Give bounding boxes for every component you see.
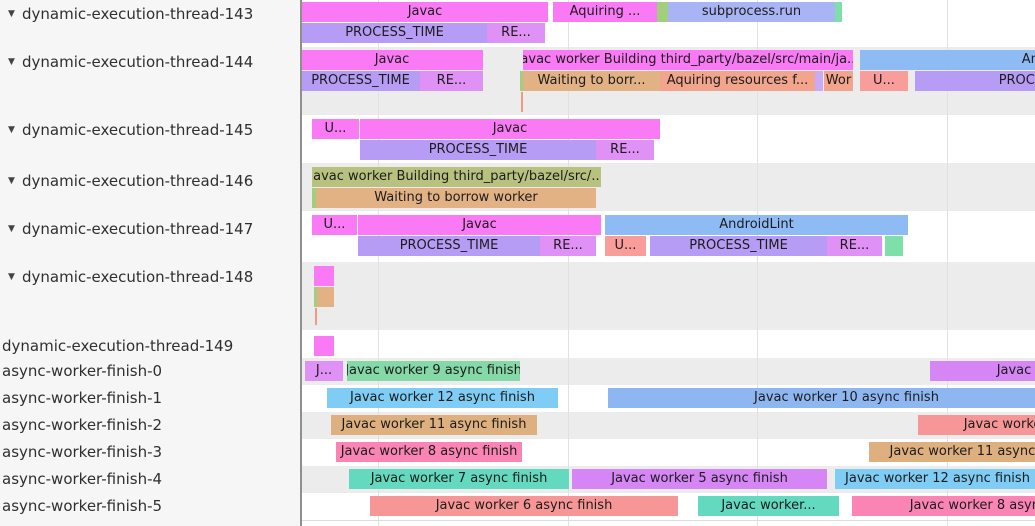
trace-slice[interactable]: Aquiring ... [553,2,657,22]
trace-slice[interactable]: RE... [420,71,483,91]
trace-slice[interactable]: Javac worker 11 async finish [331,415,537,435]
trace-slice[interactable]: Waiting to borrow worker [316,188,596,208]
sidebar-row-dynamic-execution-thread-148[interactable]: ▼ dynamic-execution-thread-148 [0,266,300,288]
sidebar-row-async-worker-finish-4[interactable]: ▼async-worker-finish-4 [0,468,300,490]
trace-slice[interactable]: Waiting to borr... [523,71,660,91]
trace-slice[interactable]: Wor [824,71,853,91]
sidebar-row-async-worker-finish-1[interactable]: ▼async-worker-finish-1 [0,387,300,409]
trace-slice[interactable]: subprocess.run [668,2,835,22]
time-gridline [378,0,379,526]
trace-slice[interactable]: Javac worker 10 async finish [608,388,1035,408]
trace-slice[interactable]: U... [312,119,359,139]
trace-slice[interactable] [815,71,823,91]
trace-slice[interactable]: AndroidLint [605,215,908,235]
panel-separator[interactable] [300,0,302,526]
trace-slice[interactable] [314,287,317,307]
trace-slice[interactable]: Javac worker Building third_party/bazel/… [312,167,601,187]
trace-slice[interactable]: PROCESS_TIME [650,236,827,256]
trace-slice[interactable]: Javac worker... [698,496,839,516]
timeline-track-area[interactable]: Javac Aquiring ... subprocess.run PROCESS_T… [300,0,1035,526]
sidebar-row-async-worker-finish-3[interactable]: ▼async-worker-finish-3 [0,441,300,463]
sidebar-row-async-worker-finish-5[interactable]: ▼async-worker-finish-5 [0,495,300,517]
trace-slice[interactable]: J... [305,361,343,381]
trace-slice[interactable]: Javac worker 5 async finish [930,361,1035,381]
trace-slice[interactable]: RE... [487,23,545,43]
trace-slice[interactable]: PROCESS_TIME [301,71,420,91]
sidebar-row-async-worker-finish-2[interactable]: ▼async-worker-finish-2 [0,414,300,436]
track-name-label: dynamic-execution-thread-146 [22,172,254,190]
trace-slice[interactable]: Javac [301,50,483,70]
trace-slice[interactable]: PROCESS_TIME [360,140,596,160]
sidebar-row-async-worker-finish-0[interactable]: ▼async-worker-finish-0 [0,360,300,382]
track-name-label: dynamic-execution-thread-144 [22,53,254,71]
trace-slice[interactable] [835,2,842,22]
trace-slice[interactable] [314,336,334,356]
trace-slice[interactable]: Javac worker 12 async finish [835,469,1035,489]
trace-slice[interactable]: Javac worker 8 async finish [852,496,1035,516]
sidebar-row-dynamic-execution-thread-147[interactable]: ▼ dynamic-execution-thread-147 [0,218,300,240]
trace-slice[interactable]: RE... [540,236,596,256]
trace-slice[interactable]: Javac worker 11 async finish [869,442,1035,462]
trace-slice[interactable]: U... [860,71,908,91]
track-name-label: dynamic-execution-thread-149 [2,337,234,355]
trace-slice[interactable]: U... [312,215,357,235]
expander-icon[interactable]: ▼ [8,224,15,234]
trace-slice[interactable] [885,236,903,256]
track-name-label: dynamic-execution-thread-143 [22,5,254,23]
trace-slice[interactable]: Javac [302,2,548,22]
track-name-label: dynamic-execution-thread-147 [22,220,254,238]
track-name-label: async-worker-finish-2 [2,416,163,434]
expander-icon[interactable]: ▼ [8,57,15,67]
trace-slice[interactable] [520,71,523,91]
trace-slice[interactable]: Javac worker Building third_party/bazel/… [523,50,853,70]
expander-icon[interactable]: ▼ [8,9,15,19]
trace-slice[interactable]: Javac worker 6 async finish [370,496,678,516]
track-bottom-divider [300,520,1035,521]
trace-slice[interactable]: Aquiring resources f... [660,71,815,91]
time-gridline [568,0,569,526]
track-name-label: async-worker-finish-0 [2,362,163,380]
trace-slice[interactable] [657,2,668,22]
sidebar-row-dynamic-execution-thread-146[interactable]: ▼ dynamic-execution-thread-146 [0,170,300,192]
trace-slice[interactable]: PROCESS_TIME [302,23,487,43]
trace-slice[interactable]: PROCESS_TIME [358,236,540,256]
track-name-label: async-worker-finish-4 [2,470,163,488]
trace-slice[interactable]: PROCESS_TIME [915,71,1035,91]
trace-slice[interactable] [314,266,334,286]
instant-marker[interactable] [315,308,317,325]
track-band [300,262,1035,330]
trace-slice[interactable]: AndroidLint [860,50,1035,70]
trace-slice[interactable]: Javac [360,119,660,139]
sidebar-row-dynamic-execution-thread-144[interactable]: ▼ dynamic-execution-thread-144 [0,51,300,73]
trace-slice[interactable]: Javac worker 8 async finish [336,442,522,462]
expander-icon[interactable]: ▼ [8,272,15,282]
trace-slice[interactable]: Javac worker 7 async finish [349,469,569,489]
trace-slice[interactable]: Javac worker 9 async finish [347,361,520,381]
trace-slice[interactable]: RE... [827,236,882,256]
track-name-label: dynamic-execution-thread-148 [22,268,254,286]
expander-icon[interactable]: ▼ [8,176,15,186]
trace-slice[interactable]: Javac [358,215,601,235]
trace-slice[interactable]: Javac worker 12 async finish [327,388,558,408]
sidebar-row-dynamic-execution-thread-149[interactable]: ▼dynamic-execution-thread-149 [0,335,300,357]
trace-slice[interactable]: Javac worker 5 async finish [572,469,827,489]
time-gridline [947,0,948,526]
sidebar-row-dynamic-execution-thread-145[interactable]: ▼ dynamic-execution-thread-145 [0,119,300,141]
track-name-label: dynamic-execution-thread-145 [22,121,254,139]
trace-slice[interactable]: Javac worker 6 async finish [918,415,1035,435]
trace-slice[interactable] [317,287,334,307]
track-name-label: async-worker-finish-3 [2,443,163,461]
track-name-label: async-worker-finish-5 [2,497,163,515]
expander-icon[interactable]: ▼ [8,125,15,135]
trace-slice[interactable]: RE... [596,140,654,160]
time-gridline [757,0,758,526]
trace-slice[interactable] [312,188,316,208]
sidebar-row-dynamic-execution-thread-143[interactable]: ▼ dynamic-execution-thread-143 [0,3,300,25]
trace-slice[interactable]: U... [605,236,646,256]
instant-marker[interactable] [521,92,523,112]
track-name-label: async-worker-finish-1 [2,389,163,407]
track-name-panel: ▼ dynamic-execution-thread-143 ▼ dynamic-ex… [0,0,300,526]
